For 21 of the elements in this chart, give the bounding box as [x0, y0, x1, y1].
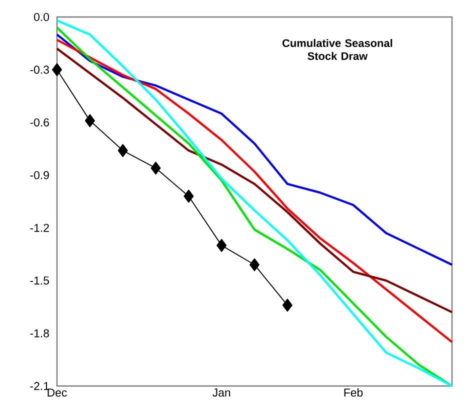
y-tick-label: -0.6 — [30, 118, 49, 126]
y-tick-label: 0.0 — [34, 12, 50, 22]
y-tick-label: -1.5 — [30, 276, 50, 285]
point — [184, 190, 194, 203]
point — [150, 162, 161, 175]
point — [250, 258, 260, 272]
point — [216, 238, 227, 252]
y-tick-label: -0.9 — [30, 171, 49, 180]
x-tick-label: Feb — [344, 388, 363, 397]
y-tick-label: -2.1 — [30, 382, 49, 390]
y-tick-label: -0.3 — [30, 66, 49, 74]
x-tick-label: Dec — [48, 388, 67, 397]
y-tick-label: -1.8 — [30, 329, 49, 338]
point — [84, 114, 95, 128]
y-tick-label: -1.2 — [30, 224, 49, 232]
point — [118, 144, 128, 158]
point — [282, 298, 292, 312]
text: Cumulative Seasonal Stock Draw — [282, 38, 392, 60]
line-series — [56, 33, 454, 266]
point — [52, 63, 62, 76]
x-tick-label: Jan — [212, 388, 230, 397]
